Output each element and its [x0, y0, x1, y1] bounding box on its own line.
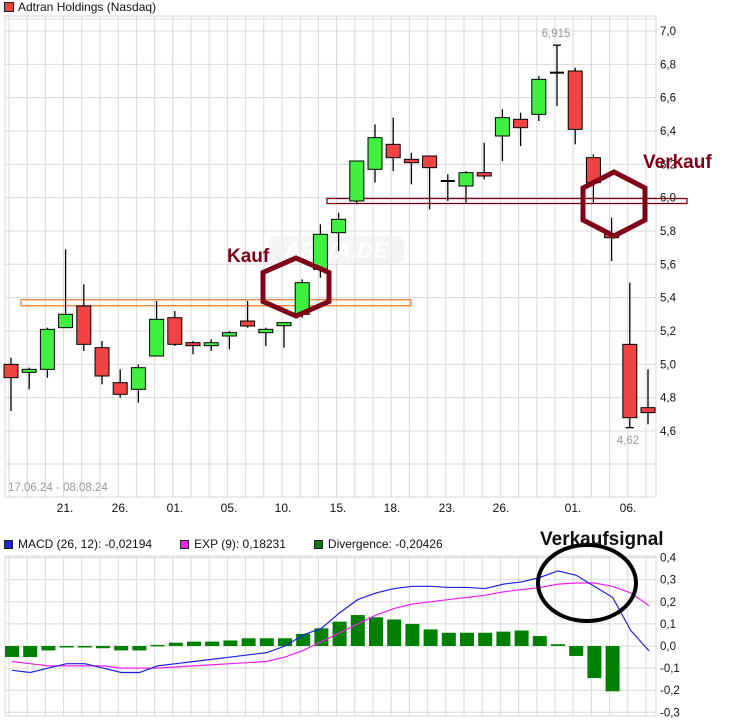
candle: [403, 152, 419, 185]
macd-y-tick: 0,1: [660, 619, 676, 631]
high-label: 6,915: [542, 28, 571, 40]
candle: [185, 341, 201, 355]
candle: [276, 322, 292, 348]
price-x-tick: 01.: [167, 501, 184, 515]
macd-y-tick: 0,3: [660, 575, 676, 587]
legend-macd: MACD (26, 12): -0,02194: [4, 537, 152, 551]
candle: [550, 45, 564, 107]
candle: [622, 282, 638, 428]
price-x-tick: 18.: [384, 501, 401, 515]
price-y-tick: 5,4: [660, 293, 677, 305]
price-chart: 7,06,86,66,46,26,05,85,65,45,25,04,84,62…: [3, 15, 712, 515]
macd-y-tick: -0,2: [660, 685, 680, 697]
price-y-tick: 4,6: [660, 426, 676, 438]
price-y-tick: 6,6: [660, 93, 676, 105]
low-label: 4,62: [617, 435, 639, 447]
price-y-tick: 5,0: [660, 359, 676, 371]
chart-title-text: Adtran Holdings (Nasdaq): [18, 0, 157, 14]
candle: [604, 217, 620, 262]
price-y-tick: 5,6: [660, 259, 676, 271]
candle: [349, 160, 365, 205]
candle: [476, 142, 492, 180]
price-y-tick: 6,2: [660, 159, 676, 171]
buy-annotation: Kauf: [227, 246, 270, 267]
legend-divergence: Divergence: -0,20426: [313, 537, 443, 551]
candle: [39, 327, 55, 378]
macd-grid: [4, 555, 657, 717]
legend-exp-label: EXP (9): 0,18231: [194, 537, 286, 551]
price-y-tick: 6,4: [660, 126, 677, 138]
candle: [112, 369, 128, 398]
exp-swatch-icon: [180, 539, 190, 549]
buy-level-line: [20, 299, 412, 307]
sell-annotation: Verkauf: [643, 152, 712, 173]
legend-macd-label: MACD (26, 12): -0,02194: [18, 537, 153, 551]
candle: [149, 301, 165, 357]
sell-hexagon-icon: [580, 169, 648, 239]
price-x-tick: 15.: [330, 501, 347, 515]
macd-line: [11, 570, 650, 674]
sell-level-line: [326, 197, 688, 205]
candle: [203, 339, 219, 352]
price-y-tick: 5,2: [660, 326, 676, 338]
macd-y-tick: 0,4: [660, 553, 677, 565]
price-y-tick: 5,8: [660, 226, 676, 238]
legend-divergence-label: Divergence: -0,20426: [327, 537, 443, 551]
price-x-tick: 10.: [275, 501, 292, 515]
price-y-tick: 6,8: [660, 59, 676, 71]
sell-signal-annotation: Verkaufsignal: [540, 529, 664, 550]
price-x-tick: 05.: [221, 501, 238, 515]
price-x-tick: 23.: [439, 501, 456, 515]
macd-y-tick: 0,2: [660, 597, 676, 609]
price-y-tick: 4,8: [660, 393, 676, 405]
date-range: 17.06.24 - 08.08.24: [8, 482, 108, 494]
divergence-bars: [5, 615, 620, 692]
title-swatch-icon: [4, 2, 14, 12]
candle: [167, 311, 183, 347]
candle: [494, 109, 510, 162]
price-x-tick: 26.: [112, 501, 129, 515]
watermark: [268, 236, 404, 264]
candle: [513, 112, 529, 147]
buy-hexagon-icon: [260, 255, 332, 319]
legend-exp: EXP (9): 0,18231: [180, 537, 286, 551]
chart-title: Adtran Holdings (Nasdaq): [4, 0, 156, 14]
candle: [385, 117, 401, 172]
candle: [258, 327, 274, 347]
price-x-tick: 01.: [565, 501, 582, 515]
candle: [58, 249, 74, 329]
candle: [367, 124, 383, 183]
macd-y-tick: -0,1: [660, 663, 680, 675]
candle: [440, 174, 455, 202]
candle: [221, 331, 237, 350]
candle: [130, 364, 146, 403]
candle: [76, 284, 92, 352]
candle: [458, 171, 474, 203]
candle: [240, 301, 256, 328]
candle: [94, 341, 110, 385]
price-x-tick: 06.: [620, 501, 637, 515]
price-y-tick: 7,0: [660, 26, 676, 38]
macd-swatch-icon: [4, 539, 13, 549]
sell-signal-ellipse-icon: [536, 543, 638, 623]
candle: [294, 279, 310, 318]
macd-legend: MACD (26, 12): -0,02194 EXP (9): 0,18231…: [4, 537, 443, 551]
candle: [422, 155, 438, 210]
price-x-tick: 21.: [57, 501, 74, 515]
macd-y-tick: -0,3: [660, 707, 680, 719]
divergence-swatch-icon: [313, 539, 323, 549]
candle: [567, 67, 583, 145]
exp-line: [11, 582, 650, 669]
candle: [21, 367, 37, 390]
candle: [331, 212, 347, 252]
macd-y-tick: 0,0: [660, 641, 676, 653]
price-x-tick: 26.: [493, 501, 510, 515]
candle: [3, 357, 19, 412]
candle: [531, 76, 547, 122]
candle: [640, 369, 656, 425]
